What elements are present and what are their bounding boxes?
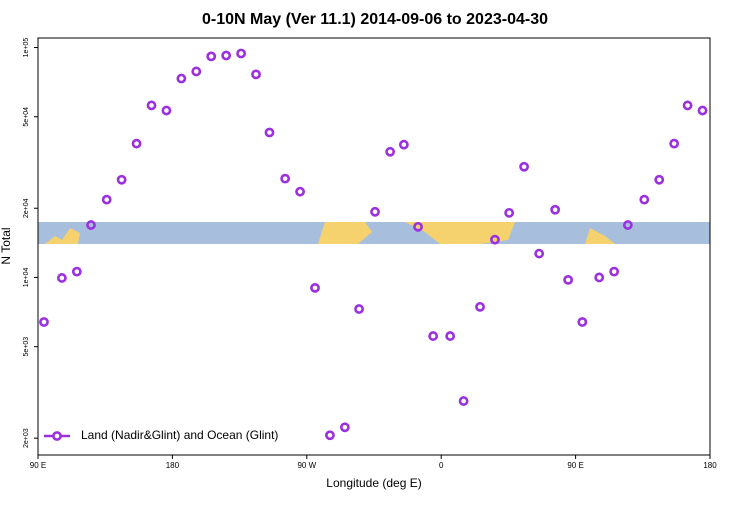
point (445, 331, 456, 341)
point (221, 50, 232, 61)
point (339, 422, 350, 433)
point (654, 174, 665, 185)
point (428, 331, 439, 341)
point (609, 266, 620, 277)
point (458, 396, 469, 406)
point (206, 51, 217, 62)
point (280, 173, 291, 184)
point (413, 221, 423, 232)
point (697, 105, 708, 116)
point (504, 207, 515, 218)
legend-label: Land (Nadir&Glint) and Ocean (Glint) (81, 428, 278, 442)
point (594, 272, 605, 283)
point (519, 161, 529, 172)
land (405, 222, 515, 244)
land (45, 228, 80, 244)
point (295, 186, 305, 197)
x-axis-label: Longitude (deg E) (326, 476, 421, 490)
point (370, 206, 380, 217)
point (669, 138, 680, 149)
point (639, 194, 650, 205)
y-tick-label: 1e+04 (23, 268, 30, 288)
y-tick-label: 2e+03 (23, 428, 30, 448)
point (398, 139, 409, 150)
point (490, 234, 500, 245)
x-tick-label: 90 E (567, 461, 583, 470)
point (71, 266, 82, 277)
point (534, 248, 545, 259)
ocean (38, 222, 710, 244)
point (563, 274, 574, 285)
point (236, 48, 246, 59)
point (191, 66, 202, 77)
point (146, 100, 157, 111)
point (385, 146, 396, 157)
point (39, 317, 49, 327)
y-tick-label: 1e+05 (23, 38, 30, 58)
point (131, 138, 142, 149)
point (682, 100, 693, 111)
point (116, 174, 127, 185)
x-tick-label: 90 W (297, 461, 316, 470)
legend-marker (52, 431, 62, 441)
plot-frame (37, 37, 711, 456)
point (264, 127, 275, 138)
point (354, 304, 364, 314)
y-axis-label: N Total (0, 227, 13, 264)
point (325, 430, 335, 441)
x-tick-label: 0 (439, 461, 444, 470)
x-tick-label: 180 (166, 461, 180, 470)
x-tick-label: 90 E (30, 461, 46, 470)
point (56, 273, 67, 283)
point (251, 69, 261, 80)
point (310, 282, 320, 293)
land (318, 222, 372, 244)
point (622, 220, 633, 230)
y-tick-label: 5e+04 (23, 107, 30, 127)
chart-title: 0-10N May (Ver 11.1) 2014-09-06 to 2023-… (202, 11, 548, 28)
point (176, 73, 187, 84)
land (585, 228, 615, 244)
y-tick-label: 2e+04 (23, 198, 30, 218)
point (475, 301, 485, 312)
point (577, 317, 588, 327)
point (161, 105, 172, 116)
y-tick-label: 5e+03 (23, 337, 30, 357)
point (101, 194, 112, 205)
point (550, 204, 561, 215)
point (86, 220, 96, 230)
map-band (38, 222, 710, 244)
x-tick-label: 180 (703, 461, 717, 470)
